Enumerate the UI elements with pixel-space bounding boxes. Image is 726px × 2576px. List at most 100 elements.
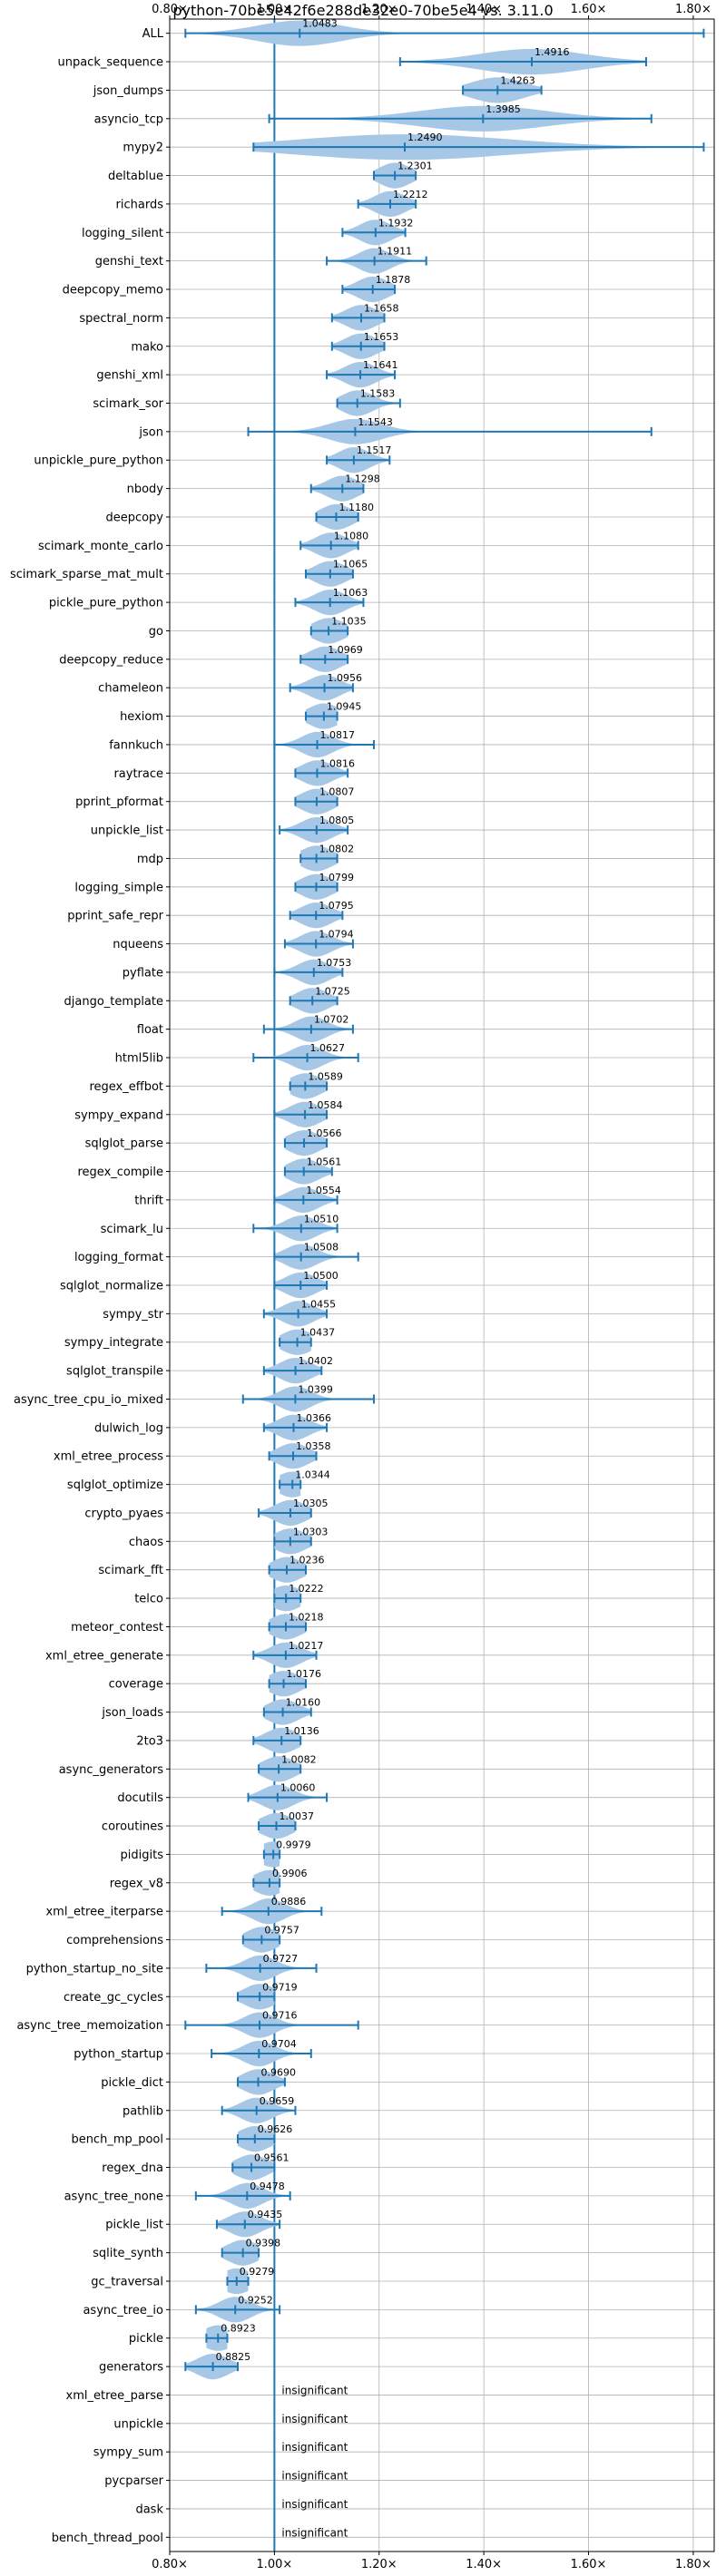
benchmark-label: html5lib (115, 1052, 163, 1066)
benchmark-label: regex_effbot (89, 1080, 163, 1094)
x-tick-label-bottom: 1.40× (466, 2558, 502, 2571)
value-label: 1.2301 (397, 161, 433, 172)
benchmark-label: pickle (129, 2332, 163, 2346)
benchmark-label: unpickle_pure_python (34, 454, 163, 468)
benchmark-label: crypto_pyaes (84, 1507, 163, 1520)
benchmark-label: raytrace (113, 767, 163, 781)
value-label: 1.0554 (306, 1185, 341, 1196)
benchmark-label: nbody (127, 483, 164, 496)
value-label: 1.0037 (280, 1810, 315, 1822)
value-label: 0.9435 (248, 2209, 283, 2220)
benchmark-label: bench_mp_pool (71, 2133, 163, 2147)
value-label: 0.8825 (216, 2351, 251, 2363)
benchmark-label: regex_dna (102, 2161, 163, 2175)
value-label: 1.1517 (357, 444, 392, 456)
benchmark-label: telco (134, 1593, 163, 1606)
benchmark-label: bench_thread_pool (52, 2532, 163, 2545)
benchmark-label: mako (131, 340, 163, 354)
benchmark-label: pycparser (104, 2474, 163, 2488)
benchmark-label: sympy_str (103, 1308, 163, 1322)
value-label: 0.9561 (254, 2152, 289, 2163)
benchmark-label: coroutines (102, 1820, 163, 1834)
value-label: 1.0437 (300, 1327, 336, 1339)
benchmark-label: deepcopy_memo (63, 284, 163, 298)
benchmark-label: spectral_norm (79, 312, 163, 326)
value-label: 1.0805 (319, 815, 355, 826)
benchmark-label: deepcopy_reduce (59, 653, 163, 667)
benchmark-label: async_tree_cpu_io_mixed (14, 1393, 163, 1407)
benchmark-label: xml_etree_generate (45, 1649, 163, 1663)
value-label: 0.9626 (258, 2123, 293, 2135)
value-label: 1.1658 (364, 302, 399, 314)
value-label: 0.9757 (264, 1925, 299, 1937)
value-label: 1.0399 (298, 1383, 333, 1395)
benchmark-label: dask (135, 2503, 163, 2516)
x-tick-label-bottom: 1.20× (361, 2558, 397, 2571)
benchmark-label: hexiom (120, 710, 163, 724)
value-label: 1.1641 (363, 359, 398, 371)
value-label: 1.0566 (307, 1127, 342, 1139)
benchmark-label: pprint_pformat (75, 795, 163, 809)
value-label: 1.0508 (304, 1242, 339, 1254)
benchmark-label: genshi_xml (96, 369, 163, 383)
benchmark-label: async_tree_none (64, 2190, 163, 2203)
value-label: 0.8923 (221, 2323, 256, 2335)
benchmark-label: regex_compile (77, 1166, 163, 1179)
value-label: 1.0483 (302, 18, 338, 30)
benchmark-label: create_gc_cycles (64, 1991, 163, 2005)
value-label: 1.0236 (289, 1555, 325, 1566)
x-tick-label-top: 1.20× (361, 3, 397, 16)
value-label: 0.9716 (262, 2010, 298, 2022)
benchmark-label: pyflate (123, 966, 163, 980)
value-label: 1.0217 (289, 1640, 324, 1652)
value-label: 1.4916 (535, 46, 570, 58)
benchmark-label: sympy_sum (93, 2446, 163, 2460)
value-label: 1.0799 (319, 872, 354, 883)
benchmark-label: async_tree_io (83, 2304, 163, 2317)
value-label: 0.9478 (250, 2181, 285, 2192)
value-label: 1.0344 (295, 1469, 330, 1481)
value-label: 1.0627 (310, 1042, 346, 1054)
tick-layer: 0.80× 0.80× 1.00× 1.00× 1.20× 1.20× 1.40× 1.40×… (10, 3, 711, 2571)
value-label: 0.9906 (272, 1868, 308, 1879)
benchmark-label: async_tree_memoization (16, 2019, 163, 2033)
value-label: 1.3985 (486, 103, 521, 115)
benchmark-label: sqlglot_transpile (66, 1365, 163, 1379)
value-label: 1.0366 (297, 1412, 332, 1424)
benchmark-label: meteor_contest (71, 1621, 163, 1634)
benchmark-label: async_generators (59, 1763, 164, 1777)
value-label: 1.4263 (500, 74, 535, 86)
value-label: 1.0060 (280, 1782, 316, 1794)
value-label: 1.0807 (319, 786, 355, 798)
value-label: 1.0455 (301, 1298, 337, 1310)
benchmark-label: xml_etree_process (54, 1450, 163, 1464)
value-label: 1.1035 (331, 615, 367, 627)
benchmark-label: sqlite_synth (93, 2247, 163, 2260)
x-tick-label-bottom: 0.80× (152, 2558, 188, 2571)
benchmark-label: go (149, 625, 163, 639)
benchmark-label: logging_silent (82, 227, 163, 240)
value-label: 1.0584 (308, 1099, 343, 1111)
benchmark-label: genshi_text (95, 255, 163, 268)
x-tick-label-bottom: 1.60× (571, 2558, 607, 2571)
benchmark-label: sqlglot_optimize (67, 1478, 163, 1492)
value-label: 1.0358 (296, 1440, 331, 1452)
benchmark-label: comprehensions (66, 1934, 163, 1947)
value-label: 1.0305 (293, 1498, 329, 1509)
value-label: 1.0956 (328, 672, 363, 684)
benchmark-label: scimark_monte_carlo (38, 540, 163, 553)
benchmark-label: mypy2 (123, 141, 163, 155)
benchmark-label: richards (116, 198, 164, 211)
value-label: 1.0589 (308, 1070, 343, 1082)
x-tick-label-top: 1.00× (256, 3, 292, 16)
value-label: 1.0702 (314, 1014, 349, 1026)
value-label: 1.0794 (319, 929, 354, 941)
benchmark-label: scimark_sor (93, 397, 163, 411)
benchmark-label: unpickle (113, 2417, 163, 2431)
benchmark-label: coverage (109, 1678, 163, 1692)
value-label: 1.0402 (299, 1355, 334, 1367)
benchmark-label: xml_etree_iterparse (45, 1906, 163, 1919)
value-label: 0.9690 (261, 2066, 297, 2078)
benchmark-label: gc_traversal (91, 2275, 163, 2288)
